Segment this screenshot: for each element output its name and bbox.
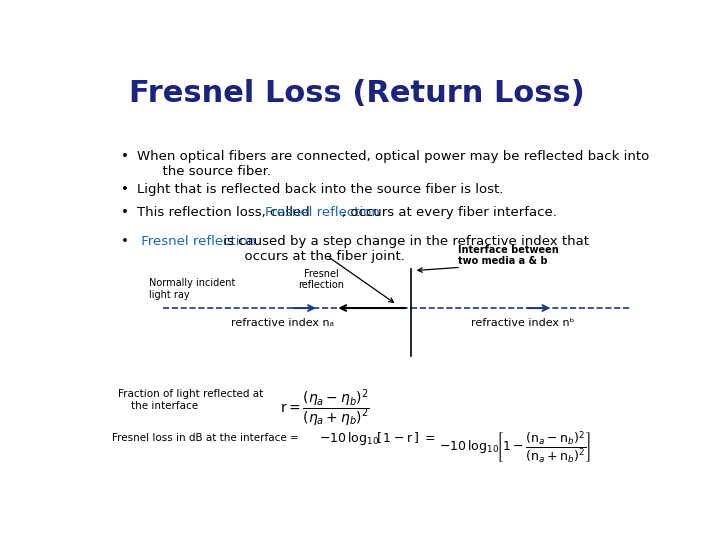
Text: $-10\,\log_{10}\!\!\left[1 - \dfrac{(\mathrm{n}_a-\mathrm{n}_b)^2}{(\mathrm{n}_a: $-10\,\log_{10}\!\!\left[1 - \dfrac{(\ma… [438,429,591,464]
Text: Fresnel reflection: Fresnel reflection [138,235,256,248]
Text: , occurs at every fiber interface.: , occurs at every fiber interface. [342,206,557,219]
Text: =: = [425,431,436,444]
Text: Fresnel reflection: Fresnel reflection [265,206,379,219]
Text: Normally incident
light ray: Normally incident light ray [148,278,235,300]
Text: When optical fibers are connected, optical power may be reflected back into
    : When optical fibers are connected, optic… [138,150,649,178]
Text: This reflection loss, called: This reflection loss, called [138,206,315,219]
Text: •: • [121,183,129,197]
Text: •: • [121,206,129,219]
Text: $-10\,\log_{10}\!\!\left[\,1-\mathrm{r}\,\right]$: $-10\,\log_{10}\!\!\left[\,1-\mathrm{r}\… [319,430,419,447]
Text: •: • [121,150,129,163]
Text: •: • [121,235,129,248]
Text: Fresnel
reflection: Fresnel reflection [299,268,345,290]
Text: refractive index nᵇ: refractive index nᵇ [471,319,574,328]
Text: Fresnel Loss (Return Loss): Fresnel Loss (Return Loss) [129,79,585,109]
Text: refractive index nₐ: refractive index nₐ [231,319,334,328]
Text: $\mathrm{r} = \dfrac{(\eta_a - \eta_b)^2}{(\eta_a + \eta_b)^2}$: $\mathrm{r} = \dfrac{(\eta_a - \eta_b)^2… [280,387,369,429]
Text: Interface between
two media a & b: Interface between two media a & b [458,245,559,266]
Text: Fresnel loss in dB at the interface =: Fresnel loss in dB at the interface = [112,433,299,443]
Text: Fraction of light reflected at
    the interface: Fraction of light reflected at the inter… [118,389,263,411]
Text: is caused by a step change in the refractive index that
      occurs at the fibe: is caused by a step change in the refrac… [220,235,590,264]
Text: Light that is reflected back into the source fiber is lost.: Light that is reflected back into the so… [138,183,504,197]
